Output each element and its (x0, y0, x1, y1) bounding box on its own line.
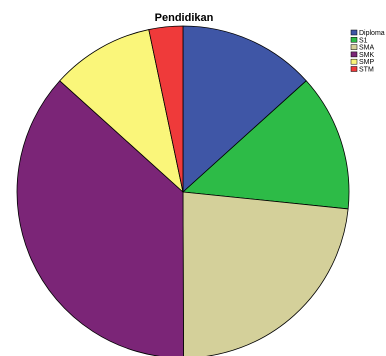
legend-swatch-sma (350, 44, 358, 50)
legend-label-smp: SMP (359, 59, 375, 66)
legend-label-stm: STM (359, 67, 374, 74)
pie-slice-stm (148, 25, 184, 193)
pie-slice-s1 (182, 80, 350, 210)
legend-swatch-smk (350, 51, 358, 58)
legend-label-sma: SMA (359, 45, 375, 52)
pie-slices (16, 25, 350, 356)
legend-label-smk: SMK (359, 52, 375, 59)
legend-label-diploma: Diploma (359, 30, 385, 37)
legend-swatch-diploma (350, 29, 358, 36)
legend-swatch-s1 (350, 37, 358, 43)
pie-slice-smp (59, 29, 184, 193)
pie-slice-smk (16, 80, 184, 356)
legend-swatch-smp (350, 58, 358, 65)
legend-swatch-stm (350, 66, 358, 72)
legend-label-s1: S1 (359, 37, 368, 44)
pie-slice-diploma (182, 25, 307, 193)
chart-title: Pendidikan (155, 12, 214, 24)
